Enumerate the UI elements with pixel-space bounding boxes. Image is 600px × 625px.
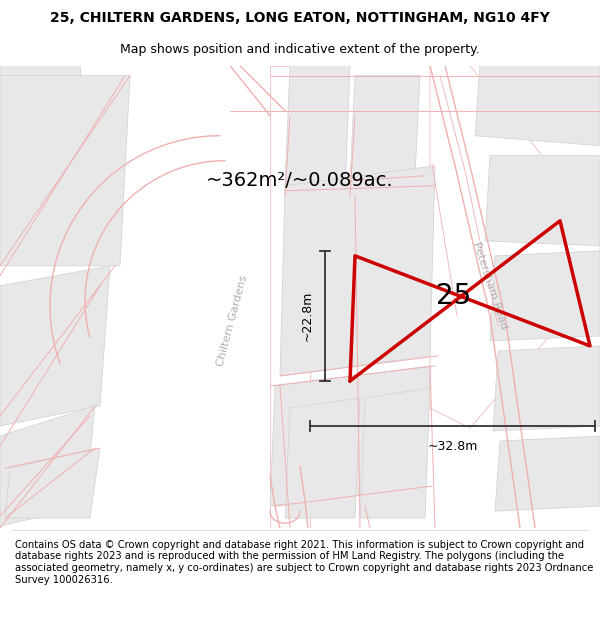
Polygon shape [270, 366, 430, 506]
Text: ~22.8m: ~22.8m [301, 291, 314, 341]
Polygon shape [270, 66, 310, 528]
Polygon shape [350, 76, 420, 181]
Text: Contains OS data © Crown copyright and database right 2021. This information is : Contains OS data © Crown copyright and d… [15, 540, 593, 584]
Polygon shape [430, 66, 600, 428]
Text: ~362m²/~0.089ac.: ~362m²/~0.089ac. [206, 171, 394, 190]
Text: Map shows position and indicative extent of the property.: Map shows position and indicative extent… [120, 42, 480, 56]
Polygon shape [493, 346, 600, 431]
Polygon shape [5, 448, 100, 518]
Polygon shape [280, 166, 435, 376]
Text: Petersham Road: Petersham Road [471, 241, 509, 331]
Polygon shape [0, 76, 130, 266]
Polygon shape [0, 266, 110, 426]
Polygon shape [495, 436, 600, 511]
Text: ~32.8m: ~32.8m [427, 439, 478, 452]
Polygon shape [285, 66, 350, 196]
Text: Chiltern Gardens: Chiltern Gardens [215, 274, 249, 368]
Polygon shape [285, 398, 360, 518]
Polygon shape [0, 66, 90, 186]
Polygon shape [475, 66, 600, 146]
Polygon shape [490, 251, 600, 341]
Polygon shape [0, 406, 95, 526]
Polygon shape [360, 388, 430, 518]
Text: 25: 25 [436, 282, 472, 310]
Text: 25, CHILTERN GARDENS, LONG EATON, NOTTINGHAM, NG10 4FY: 25, CHILTERN GARDENS, LONG EATON, NOTTIN… [50, 11, 550, 26]
Polygon shape [485, 156, 600, 246]
